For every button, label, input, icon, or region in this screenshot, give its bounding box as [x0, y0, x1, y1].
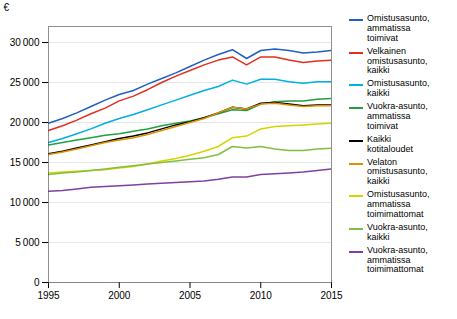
svg-text:15 000: 15 000: [10, 157, 40, 168]
svg-text:5 000: 5 000: [15, 237, 40, 248]
svg-text:2010: 2010: [250, 290, 273, 301]
html-text:Omistusasunto, kaikki: Omistusasunto, kaikki: [367, 78, 430, 99]
html-text:Velaton omistusasunto, kaikki: Velaton omistusasunto, kaikki: [367, 156, 428, 187]
svg-text:2000: 2000: [108, 290, 131, 301]
svg-text:25 000: 25 000: [10, 77, 40, 88]
html-text:Vuokra-asunto, kaikki: Vuokra-asunto, kaikki: [367, 221, 428, 242]
svg-text:€: €: [4, 2, 10, 13]
html-text:Kaikki kotitaloudet: Kaikki kotitaloudet: [367, 133, 413, 154]
svg-text:20 000: 20 000: [10, 117, 40, 128]
svg-text:10 000: 10 000: [10, 197, 40, 208]
svg-text:1995: 1995: [37, 290, 60, 301]
svg-text:30 000: 30 000: [10, 37, 40, 48]
html-text:Vuokra-asunto, ammatissa toimi: Vuokra-asunto, ammatissa toimimattomat: [367, 244, 428, 275]
html-text:Omistusasunto, ammatissa toimi: Omistusasunto, ammatissa toimivat: [367, 13, 430, 43]
svg-text:0: 0: [34, 277, 40, 288]
html-text:Omistusasunto, ammatissa toimi: Omistusasunto, ammatissa toimimattomat: [367, 189, 430, 219]
html-text:Velkainen omistusasunto, kaikk: Velkainen omistusasunto, kaikki: [367, 45, 428, 76]
svg-text:2005: 2005: [179, 290, 202, 301]
svg-text:2015: 2015: [320, 290, 343, 301]
html-text:Vuokra-asunto, ammatissa toimi: Vuokra-asunto, ammatissa toimivat: [367, 101, 428, 131]
